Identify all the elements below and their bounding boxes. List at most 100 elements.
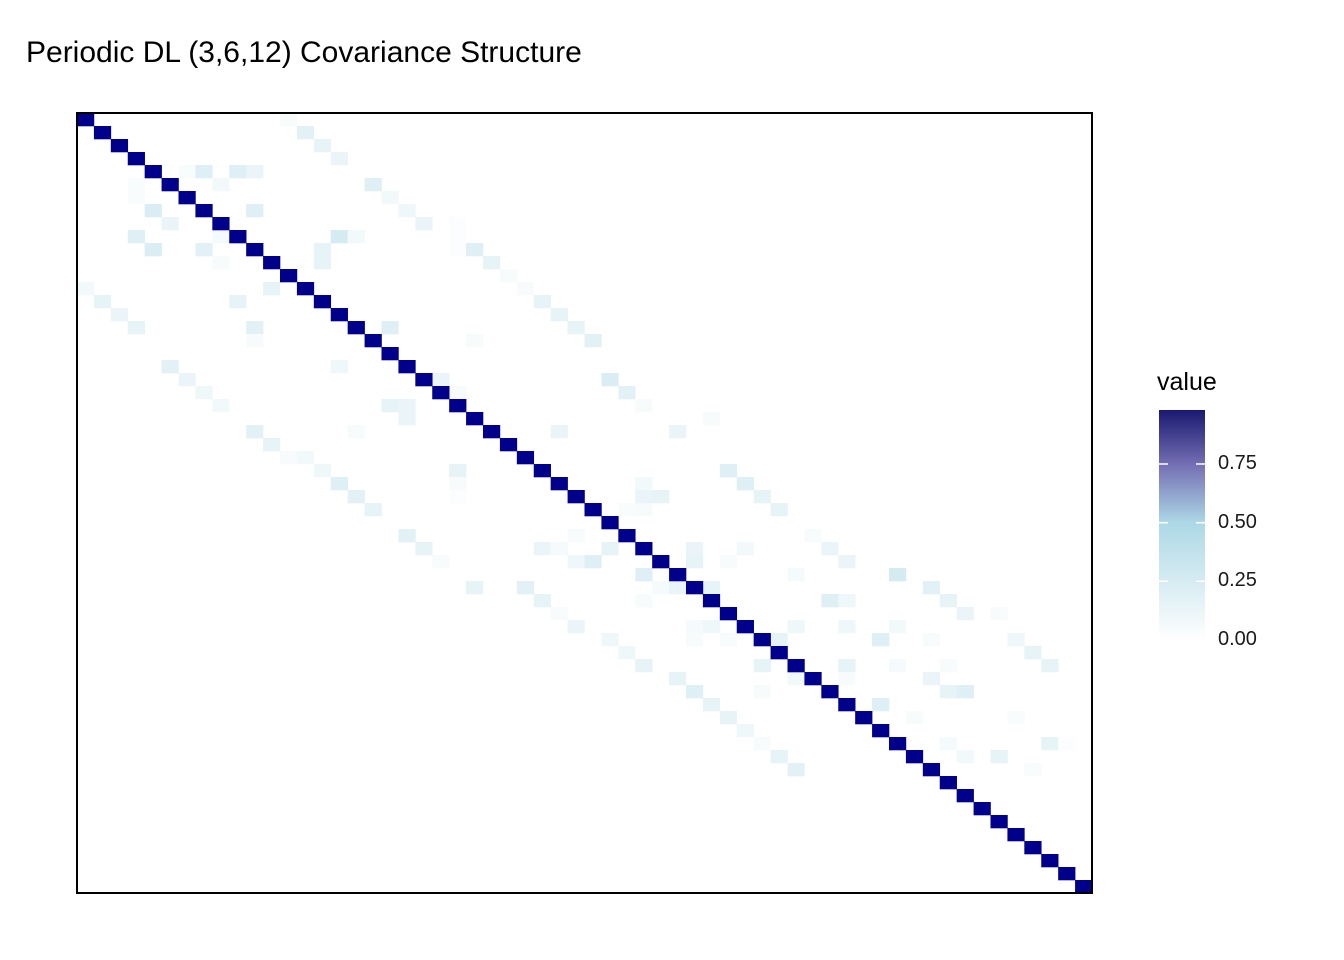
heatmap-cell [415, 542, 433, 556]
heatmap-cell [838, 620, 856, 634]
diagonal-cell [364, 334, 382, 348]
diagonal-cell [787, 659, 805, 673]
heatmap-cell [449, 386, 467, 400]
heatmap-cell [330, 477, 348, 491]
heatmap-cell [313, 464, 332, 478]
diagonal-cell [550, 477, 568, 491]
heatmap-cell [635, 503, 653, 517]
diagonal-cell [652, 555, 670, 569]
heatmap-cell [398, 204, 416, 218]
heatmap-cell [939, 685, 957, 699]
diagonal-cell [601, 516, 619, 530]
heatmap-cell [956, 607, 974, 621]
heatmap-cell [601, 542, 619, 556]
heatmap-cell [77, 282, 95, 296]
diagonal-cell [939, 776, 957, 790]
diagonal-cell [398, 360, 416, 374]
heatmap-cell [449, 243, 467, 257]
diagonal-cell [161, 178, 179, 192]
heatmap-cell [263, 438, 281, 452]
heatmap-cell [466, 243, 484, 257]
diagonal-cell [686, 581, 704, 595]
heatmap-cell [93, 295, 112, 309]
heatmap-cell [449, 477, 467, 491]
diagonal-cell [736, 620, 754, 634]
diagonal-cell [212, 217, 230, 231]
heatmap-cell [449, 464, 467, 478]
diagonal-cell [1041, 854, 1059, 868]
heatmap-cell [212, 230, 230, 244]
heatmap-cell [466, 334, 484, 348]
heatmap-cell [567, 529, 585, 543]
legend-tick-label: 0.25 [1218, 569, 1257, 592]
heatmap-cell [702, 581, 721, 595]
heatmap-cell [550, 308, 568, 322]
heatmap-cell [686, 542, 704, 556]
heatmap-cell [838, 659, 856, 673]
heatmap-cell [804, 529, 822, 543]
diagonal-cell [1007, 828, 1025, 842]
heatmap-cell [753, 490, 771, 504]
heatmap-cell [939, 594, 957, 608]
heatmap-cell [246, 425, 264, 439]
heatmap-cell [280, 451, 298, 465]
heatmap-cell [127, 191, 145, 205]
diagonal-cell [567, 490, 585, 504]
heatmap-cell [787, 568, 805, 582]
diagonal-cell [905, 750, 924, 764]
heatmap-cell [669, 581, 687, 595]
heatmap-cell [584, 555, 602, 569]
heatmap-cell [246, 321, 264, 335]
heatmap-cell [212, 399, 230, 413]
diagonal-cell [1075, 880, 1093, 894]
diagonal-cell [990, 815, 1008, 829]
heatmap-cell [618, 386, 636, 400]
heatmap-cell [686, 555, 704, 569]
heatmap-cell [686, 633, 704, 647]
heatmap-cell [872, 698, 890, 712]
heatmap-cell [821, 542, 839, 556]
heatmap-cell [787, 763, 805, 777]
heatmap-cell [381, 399, 399, 413]
heatmap-cell [212, 256, 230, 270]
heatmap-cell [635, 477, 653, 491]
heatmap-cell [1007, 711, 1025, 725]
diagonal-cell [347, 321, 365, 335]
heatmap-cell [584, 334, 602, 348]
legend-tick-label: 0.50 [1218, 510, 1257, 533]
heatmap-cell [652, 581, 670, 595]
heatmap-cell [195, 243, 213, 257]
heatmap-cell [770, 633, 788, 647]
heatmap-cell [939, 737, 957, 751]
heatmap-cell [889, 568, 907, 582]
heatmap-cell [1041, 737, 1059, 751]
heatmap-cell [567, 555, 585, 569]
heatmap-cell [770, 503, 788, 517]
heatmap-cell [178, 165, 196, 179]
heatmap-cell [533, 594, 551, 608]
heatmap-cell [364, 503, 382, 517]
heatmap-cell [229, 165, 247, 179]
heatmap-cell [1024, 763, 1042, 777]
heatmap-cell [838, 594, 856, 608]
diagonal-cell [93, 126, 112, 140]
heatmap-cell [905, 711, 924, 725]
heatmap-cell [702, 620, 721, 634]
heatmap-cell [719, 633, 738, 647]
heatmap-cell [347, 490, 365, 504]
heatmap-cell [313, 243, 332, 257]
heatmap-cell [787, 672, 805, 686]
heatmap-cell [533, 542, 551, 556]
diagonal-cell [466, 412, 484, 426]
plot-border [76, 112, 1093, 894]
heatmap-cell [246, 165, 264, 179]
diagonal-cell [770, 646, 788, 660]
diagonal-cell [855, 711, 873, 725]
heatmap-cell [635, 568, 653, 582]
diagonal-cell [144, 165, 162, 179]
heatmap-cell [1007, 633, 1025, 647]
heatmap-cell [330, 360, 348, 374]
heatmap-cell [922, 633, 941, 647]
legend-tick-label: 0.00 [1218, 628, 1257, 650]
